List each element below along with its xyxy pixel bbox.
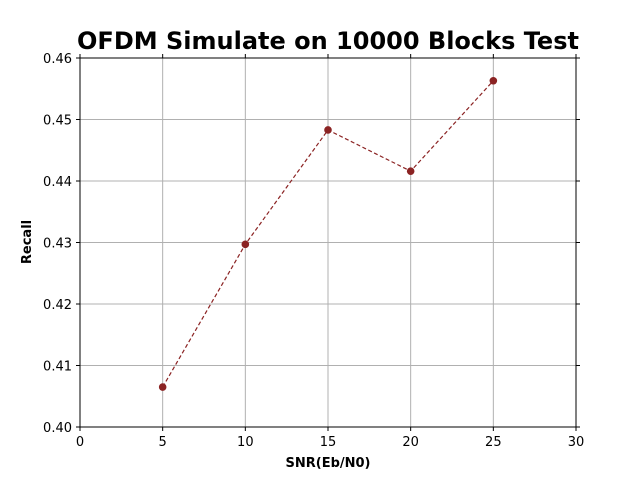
y-tick-label: 0.45 — [43, 114, 72, 129]
y-tick-label: 0.40 — [43, 421, 72, 436]
data-point — [158, 383, 167, 391]
axis-ticks: 0 5 10 15 20 25 30 0.40 0.41 0.42 0.43 0.44 0.45 0.46 — [43, 52, 584, 450]
data-point — [489, 76, 498, 85]
x-tick-label: 10 — [237, 435, 254, 450]
y-tick-label: 0.44 — [43, 175, 72, 190]
x-tick-label: 15 — [320, 435, 337, 450]
y-axis-label: Recall — [20, 220, 35, 264]
x-axis-label: SNR(Eb/N0) — [286, 456, 371, 471]
y-tick-label: 0.42 — [43, 298, 72, 313]
series-layer — [158, 76, 498, 391]
data-point — [324, 126, 332, 134]
grid-lines — [79, 57, 577, 428]
x-tick-label: 25 — [485, 435, 502, 450]
x-tick-label: 20 — [402, 435, 419, 450]
y-tick-label: 0.41 — [43, 360, 72, 375]
x-tick-label: 5 — [159, 435, 167, 450]
data-point — [241, 240, 250, 249]
chart-title: OFDM Simulate on 10000 Blocks Test — [77, 27, 579, 55]
x-tick-label: 30 — [568, 435, 585, 450]
y-tick-label: 0.43 — [43, 237, 72, 252]
y-tick-label: 0.46 — [43, 52, 72, 67]
x-tick-label: 0 — [76, 435, 84, 450]
data-point — [406, 167, 415, 175]
